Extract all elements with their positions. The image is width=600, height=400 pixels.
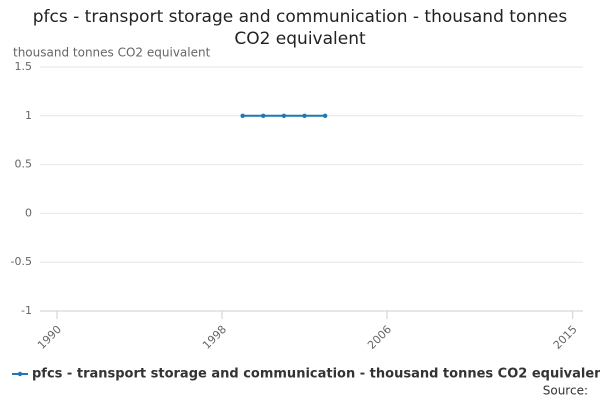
y-tick-label: 0 — [25, 206, 32, 219]
point — [302, 113, 307, 119]
y-tick-label: 0.5 — [15, 158, 33, 171]
point — [322, 113, 328, 119]
legend-label: pfcs - transport storage and communicati… — [32, 367, 600, 382]
y-axis-label: thousand tonnes CO2 equivalent — [13, 46, 211, 60]
y-tick-label: -1 — [21, 304, 32, 317]
y-tick-label: 1.5 — [15, 60, 33, 73]
x-tick-label: 2006 — [365, 323, 394, 352]
source: Source: — [543, 384, 588, 398]
legend-marker — [17, 371, 23, 377]
x-tick-label: 1998 — [200, 323, 229, 352]
point — [281, 113, 287, 119]
x-tick-label: 2015 — [551, 323, 580, 352]
y-tick-label: -0.5 — [11, 255, 32, 268]
y-tick-label: 1 — [25, 109, 32, 122]
point — [261, 113, 266, 119]
x-tick-label: 1990 — [35, 323, 64, 352]
point — [240, 113, 245, 119]
chart-title: pfcs - transport storage and communicati… — [32, 7, 568, 49]
